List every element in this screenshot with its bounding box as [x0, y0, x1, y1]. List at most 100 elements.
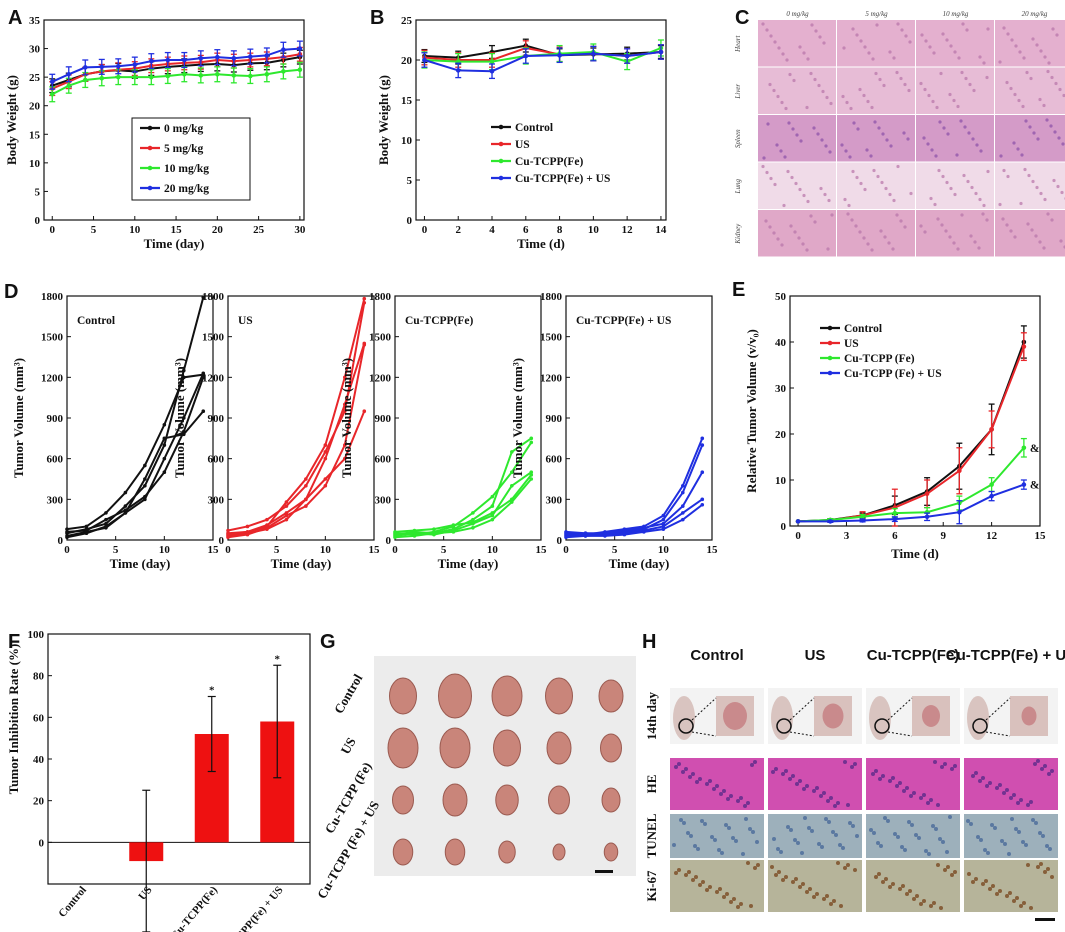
cell-dot — [741, 852, 745, 856]
cell-dot — [829, 796, 833, 800]
cell-dot — [969, 234, 973, 238]
cell-dot — [814, 29, 818, 33]
tumor — [442, 783, 468, 817]
cell-dot — [833, 804, 837, 808]
data-point — [661, 524, 666, 529]
x-tick-label: 9 — [940, 530, 946, 542]
data-point — [1021, 344, 1027, 349]
cell-dot — [952, 241, 956, 245]
cell-dot — [739, 902, 743, 906]
y-axis-label: Tumor Volume (mm³) — [11, 358, 26, 478]
image-tile — [866, 758, 960, 810]
cell-dot — [841, 94, 845, 99]
x-tick-label: 15 — [707, 544, 719, 556]
cell-dot — [919, 796, 923, 800]
cell-dot — [1043, 197, 1047, 202]
cell-dot — [1026, 863, 1030, 867]
y-tick-label: 30 — [29, 44, 41, 56]
cell-dot — [829, 902, 833, 906]
data-point — [489, 59, 495, 64]
y-tick-label: 25 — [401, 15, 413, 27]
image-tile — [964, 758, 1058, 810]
x-tick-label: 0 — [795, 530, 801, 542]
legend-marker — [498, 141, 504, 147]
panel-label-G: G — [320, 631, 336, 653]
cell-dot — [869, 828, 873, 832]
cell-dot — [976, 835, 980, 839]
organ-label: Spleen — [734, 129, 742, 148]
y-tick-label: 1200 — [540, 372, 563, 384]
cell-dot — [858, 230, 862, 234]
cell-dot — [766, 122, 770, 126]
dose-label: 10 mg/kg — [943, 10, 969, 18]
cell-dot — [777, 46, 781, 50]
cell-dot — [919, 902, 923, 906]
y-tick-label: 300 — [546, 494, 563, 506]
cell-dot — [962, 173, 966, 178]
tumor — [598, 679, 624, 713]
data-point — [115, 74, 121, 80]
y-tick-label: 1200 — [41, 372, 64, 384]
data-point — [510, 500, 514, 504]
data-point — [323, 477, 328, 481]
data-point — [591, 51, 596, 56]
data-point — [84, 531, 89, 536]
cell-dot — [949, 186, 953, 191]
cell-dot — [892, 198, 896, 203]
cell-dot — [1012, 899, 1016, 903]
cell-dot — [684, 873, 688, 877]
cell-dot — [883, 816, 887, 820]
tumor-circle — [972, 718, 988, 734]
cell-dot — [867, 51, 871, 55]
cell-dot — [998, 202, 1002, 207]
cell-dot — [1031, 818, 1035, 822]
row-label: HE — [644, 775, 659, 794]
cell-dot — [819, 794, 823, 798]
cell-dot — [898, 781, 902, 785]
series-line — [565, 471, 704, 535]
cell-dot — [985, 75, 989, 80]
cell-dot — [736, 799, 740, 803]
cell-dot — [717, 848, 721, 852]
cell-dot — [695, 780, 699, 784]
mouse-body — [673, 696, 695, 740]
cell-dot — [782, 203, 786, 208]
data-point — [529, 470, 534, 475]
cell-dot — [801, 882, 805, 886]
cell-dot — [872, 168, 876, 173]
cell-dot — [771, 770, 775, 774]
tumor — [498, 840, 516, 864]
cell-dot — [850, 218, 854, 222]
cell-dot — [1021, 840, 1025, 844]
y-tick-label: 50 — [775, 291, 787, 303]
data-point — [123, 508, 128, 512]
cell-dot — [829, 101, 833, 106]
scale-bar — [595, 870, 613, 873]
tumor — [603, 842, 619, 862]
y-tick-label: 1500 — [540, 332, 563, 344]
cell-dot — [1017, 98, 1021, 103]
image-tile — [964, 860, 1058, 912]
cell-dot — [777, 870, 781, 874]
cell-dot — [859, 181, 863, 186]
cell-dot — [774, 767, 778, 771]
cell-dot — [862, 93, 866, 98]
data-point — [343, 375, 347, 380]
data-point — [412, 534, 417, 538]
cell-dot — [734, 839, 738, 843]
plot-frame — [565, 295, 713, 541]
x-tick-label: 15 — [208, 544, 220, 556]
tumor — [392, 785, 414, 815]
histology-tile — [758, 115, 836, 162]
cell-dot — [773, 182, 777, 187]
cell-dot — [800, 851, 804, 855]
cell-dot — [755, 840, 759, 844]
x-tick-label: 0 — [392, 544, 398, 556]
cell-dot — [787, 121, 791, 125]
cell-dot — [715, 784, 719, 788]
data-point — [989, 482, 994, 487]
data-point — [1021, 445, 1027, 451]
tumor — [546, 731, 572, 765]
cell-dot — [772, 88, 776, 93]
tumor-zoom — [922, 705, 940, 727]
